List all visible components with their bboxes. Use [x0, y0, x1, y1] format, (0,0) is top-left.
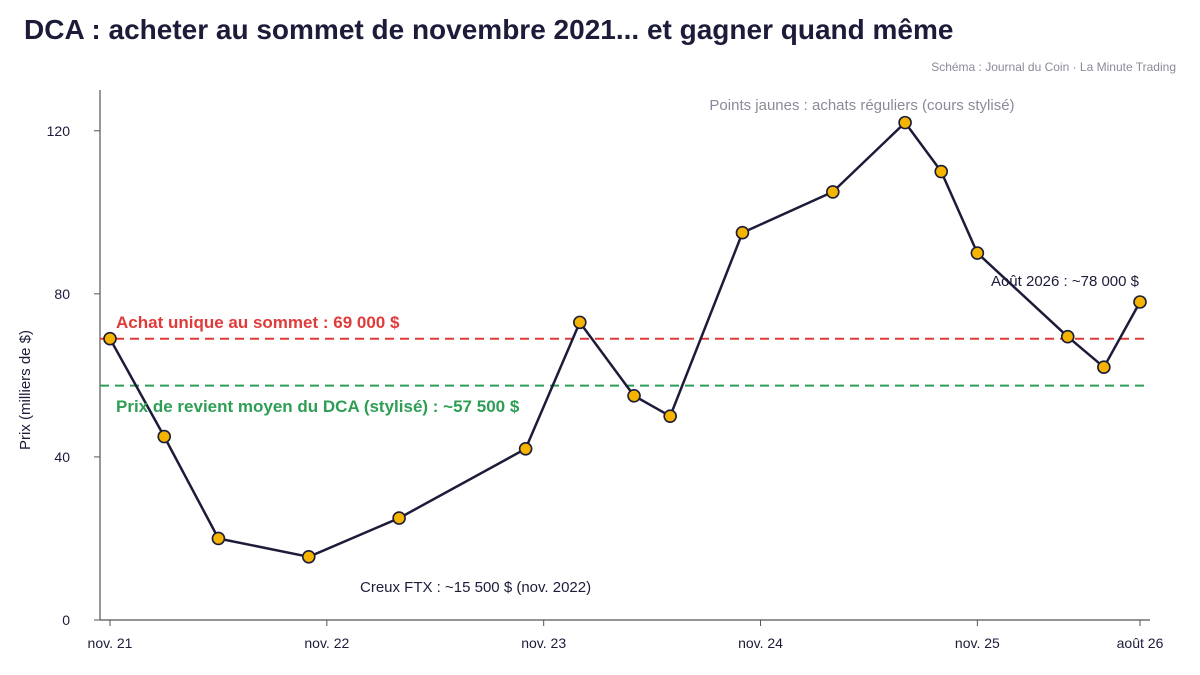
data-point: [934, 164, 949, 179]
y-axis-label: Prix (milliers de $): [17, 330, 34, 450]
data-point: [735, 225, 750, 240]
data-point: [573, 315, 587, 330]
x-ticks: nov. 21 nov. 22 nov. 23 nov. 24 nov. 25 août …: [88, 620, 1164, 651]
y-tick-label: 40: [54, 449, 70, 465]
data-point: [1060, 329, 1075, 344]
x-tick-label: nov. 23: [521, 635, 566, 651]
data-point: [103, 331, 117, 346]
data-point: [663, 409, 677, 423]
data-point: [1133, 295, 1147, 309]
x-tick-label: août 26: [1117, 635, 1164, 651]
annotation-ftx-low: Creux FTX : ~15 500 $ (nov. 2022): [360, 579, 591, 596]
data-point: [826, 185, 840, 199]
x-tick-label: nov. 22: [304, 635, 349, 651]
x-tick-label: nov. 25: [955, 635, 1000, 651]
annotation-aug-2026: Août 2026 : ~78 000 $: [991, 273, 1140, 290]
data-point: [392, 511, 406, 525]
data-point: [211, 531, 226, 546]
y-tick-label: 120: [47, 123, 71, 139]
data-point: [898, 115, 912, 130]
x-tick-label: nov. 21: [88, 635, 133, 651]
series-line: [108, 121, 1142, 559]
data-point: [157, 429, 172, 444]
data-point: [301, 550, 316, 564]
data-point: [518, 441, 533, 456]
series: [103, 115, 1147, 564]
data-point: [627, 388, 641, 403]
y-ticks: 0 40 80 120: [47, 123, 100, 628]
chart-credit: Schéma : Journal du Coin · La Minute Tra…: [931, 60, 1176, 74]
ref-label-dca-average: Prix de revient moyen du DCA (stylisé) :…: [116, 397, 520, 416]
y-tick-label: 0: [62, 612, 70, 628]
chart-title: DCA : acheter au sommet de novembre 2021…: [24, 14, 954, 45]
annotation-yellow-points: Points jaunes : achats réguliers (cours …: [709, 97, 1014, 114]
reference-lines: [100, 337, 1150, 387]
data-point: [970, 246, 985, 260]
data-point: [1097, 360, 1111, 375]
axes: [99, 90, 1150, 621]
y-tick-label: 80: [54, 286, 70, 302]
ref-label-top-buy: Achat unique au sommet : 69 000 $: [116, 313, 400, 332]
x-tick-label: nov. 24: [738, 635, 783, 651]
